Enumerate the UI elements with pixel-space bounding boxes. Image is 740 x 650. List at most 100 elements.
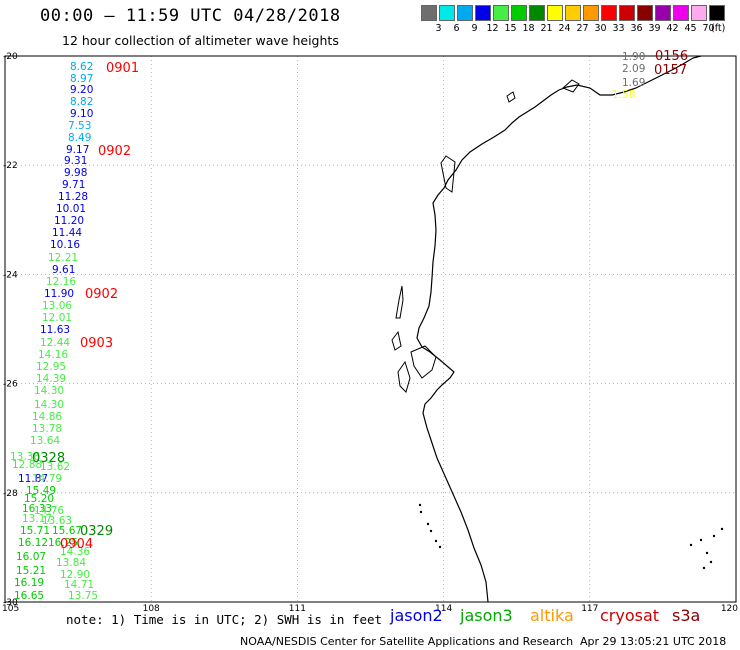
mainland-coastline [416,55,702,603]
legend-swatch [493,5,509,21]
swh-reading: 13.78 [32,423,62,435]
pass-time-label: 0904 [60,537,93,552]
legend-swatch [655,5,671,21]
island-outline [506,91,516,103]
legend-swatch [601,5,617,21]
legend-swatch [475,5,491,21]
swh-reading: 11.28 [58,191,88,203]
swh-reading: 11.63 [40,324,70,336]
swh-reading: 2.09 [622,63,645,75]
pass-time-label: 0156 [655,49,688,64]
reef-dot [702,566,706,570]
swh-reading: 10.01 [56,203,86,215]
island-outline [397,360,411,393]
swh-reading: 10.16 [50,239,80,251]
legend-tick-label: 30 [594,23,607,34]
reef-dot [419,510,423,514]
legend-tick-label: 36 [630,23,643,34]
footer-note: note: 1) Time is in UTC; 2) SWH is in fe… [66,612,383,627]
swh-reading: 16.07 [16,551,46,563]
swh-reading: 8.62 [70,61,93,73]
legend-swatch [709,5,725,21]
legend-swatch [637,5,653,21]
reef-dot [426,522,430,526]
legend-tick-label: 15 [504,23,517,34]
swh-reading: 15.71 [20,525,50,537]
swh-reading: 9.20 [70,84,93,96]
pass-time-label: 0901 [106,61,139,76]
legend-swatch [547,5,563,21]
island-outline [395,285,404,319]
swh-reading: 13.06 [42,300,72,312]
latitude-tick-label: -22 [3,161,18,171]
reef-dot [709,560,713,564]
longitude-tick-label: 117 [581,604,598,614]
latitude-tick-label: -28 [3,489,18,499]
pass-time-label: 0329 [80,524,113,539]
swh-reading: 12.16 [46,276,76,288]
swh-reading: 15.21 [16,565,46,577]
legend-swatch [457,5,473,21]
pass-time-label: 0157 [654,63,687,78]
satellite-s3a: s3a [672,606,701,625]
swh-reading: 14.71 [64,579,94,591]
swh-reading: 9.31 [64,155,87,167]
legend-swatch [691,5,707,21]
longitude-tick-label: 105 [2,604,19,614]
longitude-tick-label: 120 [721,604,738,614]
graticule [5,56,736,602]
swh-reading: 1.69 [622,77,645,89]
reef-dot [438,545,442,549]
swh-reading: 13.17 [22,513,52,525]
pass-time-label: 0903 [80,336,113,351]
legend-tick-label: 12 [486,23,499,34]
swh-reading: 13.64 [30,435,60,447]
legend-tick-label: 3 [435,23,442,34]
swh-reading: 9.98 [64,167,87,179]
swh-reading: 7.53 [68,120,91,132]
swh-reading: 13.36 [10,451,40,463]
reef-dot [712,534,716,538]
legend-swatch [673,5,689,21]
swh-reading: 11.20 [54,215,84,227]
map-title: 00:00 – 11:59 UTC 04/28/2018 [40,6,341,26]
island-outline [562,79,580,93]
map-subtitle: 12 hour collection of altimeter wave hei… [62,33,339,48]
swh-reading: 8.49 [68,132,91,144]
legend-swatch [421,5,437,21]
color-scale-legend: 3 6 9 12 15 18 21 24 27 30 33 36 39 42 45 70 (ft) [421,5,727,34]
swh-reading: 11.87 [18,473,48,485]
generated-timestamp: Apr 29 13:05:21 UTC 2018 [580,635,727,648]
latitude-tick-label: -20 [3,52,18,62]
swh-reading: 12.95 [36,361,66,373]
swh-reading: 12.88 [12,459,42,471]
coastline [391,55,724,603]
reef-dot [689,543,693,547]
swh-reading: 15.67 [52,525,82,537]
swh-reading: 14.76 [34,505,64,517]
satellite-jason3: jason3 [460,606,513,625]
pass-time-label: 0902 [85,287,118,302]
swh-reading: 16.12 [18,537,48,549]
swh-reading: 13.84 [56,557,86,569]
swh-reading: 14.86 [32,411,62,423]
reef-dot [434,539,438,543]
legend-swatch [439,5,455,21]
reef-dot [418,503,422,507]
legend-swatch [529,5,545,21]
swh-reading: 14.36 [60,546,90,558]
reef-dot [699,538,703,542]
swh-reading: 9.61 [52,264,75,276]
swh-reading: 13.75 [68,590,98,602]
legend-tick-label: 18 [522,23,535,34]
reef-dot [705,551,709,555]
legend-swatch [619,5,635,21]
swh-reading: 8.82 [70,96,93,108]
island-outline [391,330,402,351]
swh-readings: 8.628.979.208.829.107.538.499.179.319.98… [10,51,645,602]
legend-swatch [565,5,581,21]
legend-tick-label: 45 [684,23,697,34]
latitude-tick-label: -24 [3,270,18,280]
swh-reading: 1.58 [612,89,635,101]
swh-reading: 16.25 [48,537,78,549]
